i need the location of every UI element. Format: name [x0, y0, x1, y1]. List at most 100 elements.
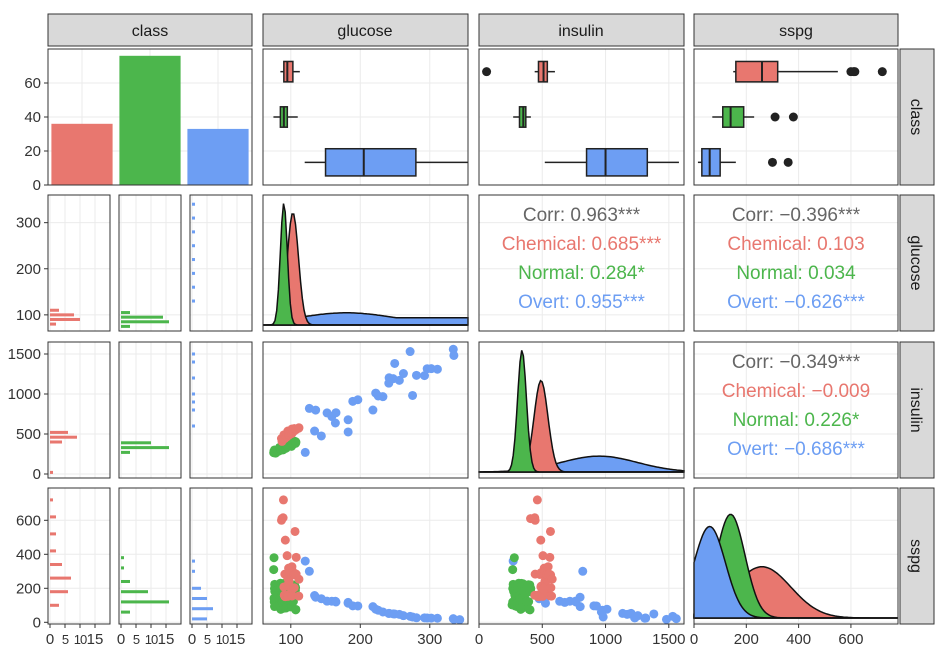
hist-bar-normal	[121, 315, 163, 319]
point-overt	[311, 405, 321, 415]
corr-label-corr: Corr: 0.963***	[523, 205, 641, 226]
hist-bar-normal	[121, 590, 148, 594]
hist-border	[47, 487, 111, 625]
point-chemical	[278, 495, 288, 505]
panel-border	[262, 48, 469, 186]
panel-border	[693, 194, 899, 332]
hist-border	[189, 194, 253, 332]
point-overt	[405, 347, 415, 357]
strip-row-insulin-label: insulin	[907, 387, 924, 432]
hist-bar-overt	[192, 408, 195, 412]
hist-border	[47, 341, 111, 479]
panel-bg-insulin-glucose	[263, 342, 468, 478]
hist-bg	[190, 195, 252, 331]
hist-bar-normal	[121, 324, 130, 328]
hist-bar-chemical	[50, 322, 56, 326]
x-tick-label: 0	[690, 631, 698, 648]
point-normal	[269, 565, 279, 575]
point-chemical	[294, 574, 304, 584]
point-overt	[420, 371, 430, 381]
outlier-point	[850, 67, 860, 77]
point-chemical	[294, 591, 304, 601]
outlier-point	[482, 67, 492, 77]
hist-bar-overt	[192, 216, 195, 220]
y-tick-label: 200	[16, 261, 41, 278]
outlier-point	[770, 112, 780, 122]
panel-bg-insulin-sspg	[694, 342, 898, 478]
corr-label-corr: Corr: −0.349***	[732, 352, 861, 373]
point-normal	[524, 604, 534, 614]
panel-border	[478, 194, 685, 332]
hist-bar-normal	[121, 566, 124, 570]
corr-label-normal: Normal: 0.284*	[518, 263, 645, 284]
point-overt	[343, 415, 353, 425]
x-tick-label: 0	[46, 631, 54, 648]
outlier-point	[877, 67, 887, 77]
panel-bg-glucose-sspg	[694, 195, 898, 331]
x-tick-label: 0	[475, 631, 483, 648]
panel-border	[262, 341, 469, 479]
hist-bg	[48, 488, 110, 624]
hist-bar-chemical	[50, 590, 68, 594]
hist-bar-overt	[192, 299, 195, 303]
point-overt	[304, 566, 314, 576]
x-tick-label: 5	[62, 632, 69, 647]
y-tick-label: 500	[16, 426, 41, 443]
y-tick-label: 0	[33, 614, 41, 631]
x-tick-label: 0	[188, 631, 196, 648]
corr-label-chemical: Chemical: 0.685***	[502, 234, 662, 255]
x-tick-label: 300	[417, 631, 442, 648]
x-tick-label: 100	[278, 631, 303, 648]
x-tick-label: 0	[117, 631, 125, 648]
hist-bar-overt	[192, 607, 213, 611]
panels: Corr: 0.963*** Chemical: 0.685*** Normal: …	[47, 48, 899, 625]
point-normal	[508, 565, 518, 575]
bar-chemical	[51, 123, 113, 185]
point-overt	[330, 418, 340, 428]
corr-label-normal: Normal: 0.226*	[733, 410, 860, 431]
point-overt	[622, 609, 632, 619]
hist-bar-normal	[121, 600, 169, 604]
hist-bar-overt	[192, 230, 195, 234]
hist-bar-normal	[121, 446, 169, 450]
hist-border	[47, 194, 111, 332]
point-normal	[522, 596, 532, 606]
panel-border	[478, 341, 685, 479]
y-tick-label: 600	[16, 512, 41, 529]
point-overt	[353, 395, 363, 405]
hist-bar-chemical	[50, 470, 53, 474]
hist-bar-overt	[192, 424, 195, 428]
y-tick-label: 0	[33, 466, 41, 483]
hist-bar-overt	[192, 569, 195, 573]
strip-row-insulin-bg	[899, 341, 935, 479]
hist-bar-normal	[121, 311, 130, 315]
corr-label-chemical: Chemical: 0.103	[727, 234, 864, 255]
strip-row-sspg-label: sspg	[907, 539, 924, 573]
bar-normal	[119, 55, 181, 185]
corr-label-chemical: Chemical: −0.009	[722, 381, 870, 402]
hist-bar-normal	[121, 441, 151, 445]
hist-bar-chemical	[50, 440, 62, 444]
point-overt	[560, 597, 570, 607]
point-chemical	[287, 591, 297, 601]
point-chemical	[282, 551, 292, 561]
panel-border	[478, 487, 685, 625]
panel-border	[693, 487, 899, 625]
hist-bar-chemical	[50, 576, 71, 580]
point-normal	[269, 553, 279, 563]
hist-bar-chemical	[50, 532, 56, 536]
hist-bar-normal	[121, 556, 124, 560]
hist-bar-overt	[192, 617, 207, 621]
x-tick-label: 10	[216, 632, 229, 647]
hist-bar-chemical	[50, 430, 68, 434]
x-tick-label: 1000	[589, 631, 622, 648]
y-tick-label: 400	[16, 546, 41, 563]
hist-border	[118, 341, 182, 479]
y-tick-label: 1000	[8, 386, 41, 403]
point-overt	[598, 612, 608, 622]
corr-label-overt: Overt: −0.626***	[727, 292, 865, 313]
point-chemical	[294, 423, 304, 433]
x-tick-label: 1500	[652, 631, 685, 648]
